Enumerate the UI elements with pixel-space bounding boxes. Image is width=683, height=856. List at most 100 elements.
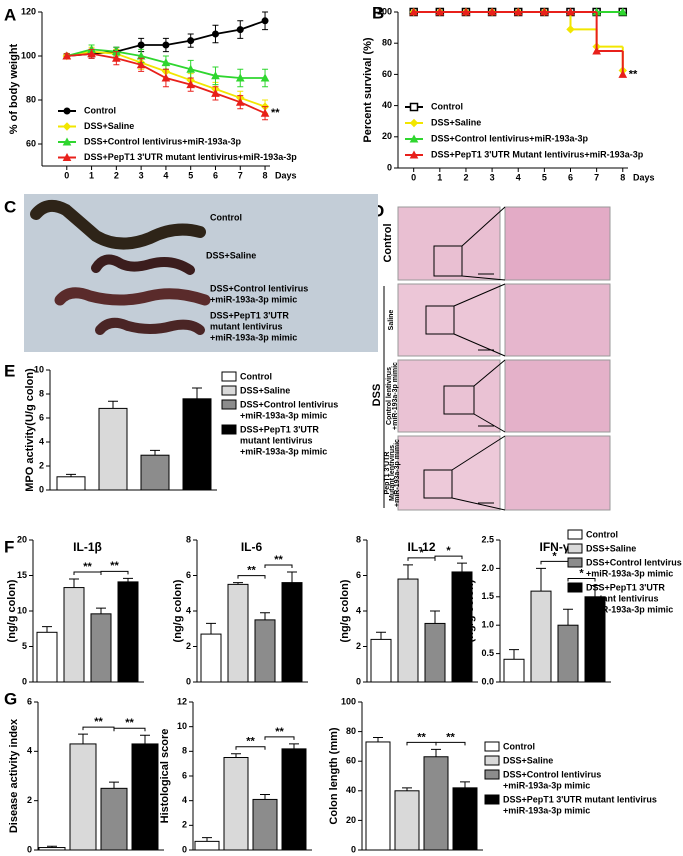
legend-label: +miR-193a-3p mimic <box>240 446 327 456</box>
x-tick-label: 2 <box>463 172 468 182</box>
photo-label: DSS+Saline <box>206 250 256 260</box>
marker <box>211 88 220 97</box>
marker <box>112 53 121 62</box>
x-axis-label: Days <box>633 172 655 182</box>
error-bar <box>192 387 202 399</box>
row-label: PepT1 3'UTR <box>384 452 391 495</box>
error-bar <box>430 610 440 624</box>
x-tick-label: 5 <box>188 170 193 180</box>
x-tick-label: 4 <box>163 170 168 180</box>
bar <box>63 587 85 683</box>
y-tick-label: 2 <box>186 641 191 651</box>
y-tick-label: 2 <box>27 795 32 805</box>
legend-label: +miR-193a-3p mimic <box>503 780 590 790</box>
y-tick-label: 0 <box>351 844 356 854</box>
marker <box>235 73 245 82</box>
error-bar <box>403 564 413 580</box>
y-tick-label: 6 <box>186 570 191 580</box>
legend-label: Control <box>503 741 535 751</box>
y-tick-label: 8 <box>186 534 191 544</box>
bar <box>370 638 392 683</box>
legend-swatch <box>567 582 583 593</box>
error-bar <box>69 578 79 588</box>
legend-swatch <box>221 371 237 382</box>
y-tick-label: 1.5 <box>481 591 494 601</box>
y-tick-label: 6 <box>356 570 361 580</box>
error-bar <box>460 781 470 788</box>
y-tick-label: 60 <box>26 138 36 148</box>
histology-zoom <box>504 206 611 281</box>
histology-image <box>397 359 501 433</box>
marker <box>186 64 196 73</box>
histology-zoom <box>504 359 611 433</box>
histology-zoom <box>504 435 611 511</box>
bar <box>227 583 249 683</box>
error-bar <box>260 612 270 620</box>
legend-swatch <box>484 755 500 766</box>
x-tick-label: 8 <box>263 170 268 180</box>
y-tick-label: 80 <box>26 94 36 104</box>
marker <box>261 17 269 25</box>
panel-letter: G <box>4 689 17 708</box>
significance-label: * <box>419 547 424 559</box>
marker <box>137 41 145 49</box>
error-bar <box>42 626 52 633</box>
row-label: Saline <box>388 310 395 331</box>
bar <box>90 613 112 683</box>
y-tick-label: 2.5 <box>481 534 494 544</box>
bar <box>131 743 159 851</box>
error-bar <box>287 571 297 583</box>
y-tick-label: 100 <box>21 50 36 60</box>
bar <box>530 590 552 683</box>
significance-label: * <box>579 567 584 579</box>
legend-swatch <box>484 741 500 752</box>
legend-label: DSS+Saline <box>503 755 553 765</box>
legend-label: DSS+PepT1 3'UTR mutant lentivirus <box>503 794 657 804</box>
group-label: Control <box>382 223 394 262</box>
error-bar <box>47 845 57 848</box>
error-bar <box>260 794 270 800</box>
significance-label: ** <box>247 565 256 577</box>
marker <box>409 118 419 128</box>
bar <box>98 407 128 491</box>
legend-label: +miR-193a-3p mimic <box>586 568 673 578</box>
bar <box>36 631 58 683</box>
y-tick-label: 8 <box>39 388 44 398</box>
histology-image <box>397 435 501 511</box>
colon <box>91 254 195 275</box>
y-tick-label: 2 <box>39 460 44 470</box>
histology: Control DSS Saline Control lentivirus +m… <box>371 206 611 511</box>
zoom-box <box>423 206 506 511</box>
marker <box>260 108 270 117</box>
bar <box>254 619 276 683</box>
marker <box>62 51 72 60</box>
row-label: +miR-193a-3p mimic <box>394 439 401 507</box>
x-tick-label: 2 <box>114 170 119 180</box>
photo-label: +miR-193a-3p mimic <box>210 294 297 304</box>
y-tick-label: 4 <box>186 605 191 615</box>
y-tick-label: 20 <box>17 534 27 544</box>
y-axis-label: Disease activity index <box>8 718 20 833</box>
x-tick-label: 3 <box>490 172 495 182</box>
legend-swatch <box>221 424 237 435</box>
panel-letter: A <box>4 5 16 24</box>
legend-swatch <box>567 557 583 568</box>
legend-label: DSS+Saline <box>431 117 481 127</box>
colon <box>54 287 211 306</box>
y-tick-label: 40 <box>346 785 356 795</box>
error-bar <box>373 737 383 742</box>
y-tick-label: 10 <box>34 364 44 374</box>
x-tick-label: 6 <box>568 172 573 182</box>
y-tick-label: 60 <box>382 69 392 79</box>
y-tick-label: 120 <box>21 6 36 16</box>
legend-label: Control <box>431 101 463 111</box>
x-tick-label: 7 <box>594 172 599 182</box>
y-tick-label: 4 <box>356 605 361 615</box>
error-bar <box>590 584 600 597</box>
legend-label: Control <box>586 529 618 539</box>
bar <box>252 798 278 851</box>
marker <box>618 7 628 16</box>
significance-bracket <box>434 555 463 560</box>
y-tick-label: 0 <box>22 676 27 686</box>
significance-label: ** <box>446 731 455 743</box>
